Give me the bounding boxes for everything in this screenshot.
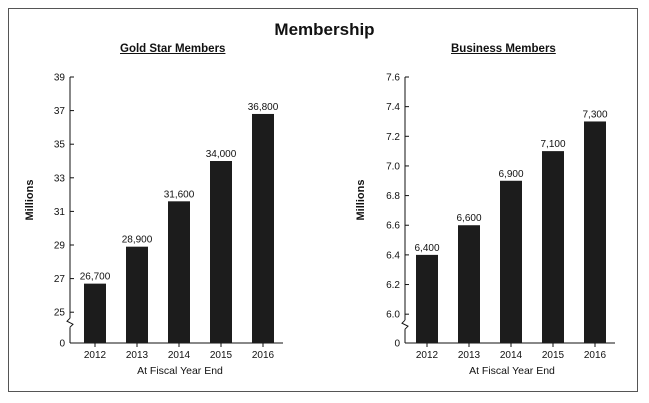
business-chart: 0 6.0 6.2 6.4 6.6 6.8 7.0 7.2 7.4 7.6 6,400 2012 6,6… — [355, 73, 615, 377]
gold-bar-2014 — [168, 201, 190, 343]
gold-bar-2016 — [252, 113, 274, 344]
gold-x-tick-label-2014: 2014 — [168, 350, 191, 361]
gold-x-axis-label: At Fiscal Year End — [137, 365, 223, 377]
business-y-tick-label: 7.4 — [386, 102, 400, 113]
gold-y-tick-label: 35 — [54, 140, 66, 151]
gold-chart: 0 25 27 29 31 33 35 37 39 26,700 2012 28,900 2013 31,… — [24, 73, 283, 377]
business-y-tick-label: 6.6 — [386, 221, 400, 232]
business-data-label-2016: 7,300 — [582, 109, 607, 120]
gold-data-label-2013: 28,900 — [122, 235, 153, 246]
gold-data-label-2012: 26,700 — [80, 272, 111, 283]
gold-y-tick-label: 33 — [54, 173, 66, 184]
business-x-axis-label: At Fiscal Year End — [469, 365, 555, 377]
business-bar-2013 — [458, 225, 480, 343]
business-chart-title: Business Members — [451, 43, 556, 55]
business-y-tick-label: 7.2 — [386, 132, 400, 143]
business-bar-2014 — [500, 180, 522, 343]
gold-bar-2015 — [210, 161, 232, 343]
business-data-label-2012: 6,400 — [414, 243, 439, 254]
gold-y-tick-label: 25 — [54, 308, 66, 319]
figure-title: Membership — [274, 20, 375, 39]
gold-y-tick-label: 31 — [54, 207, 66, 218]
business-bar-2015 — [542, 151, 564, 343]
business-y-tick-label: 7.6 — [386, 73, 400, 84]
business-x-tick-label-2014: 2014 — [500, 350, 523, 361]
business-y-tick-label: 6.0 — [386, 310, 400, 321]
gold-data-label-2015: 34,000 — [206, 149, 237, 160]
gold-star-chart-title: Gold Star Members — [120, 43, 226, 55]
gold-y-tick-label: 0 — [59, 339, 65, 350]
business-data-label-2014: 6,900 — [498, 169, 523, 180]
gold-x-tick-label-2012: 2012 — [84, 350, 107, 361]
gold-bar-2012 — [84, 283, 106, 343]
business-y-tick-label: 6.8 — [386, 191, 400, 202]
business-x-tick-label-2013: 2013 — [458, 350, 481, 361]
gold-data-label-2016: 36,800 — [248, 102, 279, 113]
business-x-tick-label-2016: 2016 — [584, 350, 607, 361]
gold-x-tick-label-2016: 2016 — [252, 350, 275, 361]
business-x-tick-label-2015: 2015 — [542, 350, 565, 361]
gold-y-axis-label: Millions — [24, 180, 36, 221]
gold-y-tick-label: 39 — [54, 73, 66, 84]
figure-frame — [8, 8, 638, 392]
gold-y-tick-label: 29 — [54, 241, 66, 252]
business-bar-2012 — [416, 254, 438, 343]
gold-y-tick-label: 27 — [54, 274, 66, 285]
gold-data-label-2014: 31,600 — [164, 189, 195, 200]
business-y-tick-label: 6.4 — [386, 250, 400, 261]
business-bar-2016 — [584, 121, 606, 344]
business-x-tick-label-2012: 2012 — [416, 350, 439, 361]
gold-bar-2013 — [126, 246, 148, 343]
business-axis-break — [401, 319, 409, 330]
business-y-tick-label: 6.2 — [386, 280, 400, 291]
gold-x-tick-label-2013: 2013 — [126, 350, 149, 361]
business-y-tick-label: 7.0 — [386, 161, 400, 172]
gold-x-tick-label-2015: 2015 — [210, 350, 233, 361]
gold-y-tick-label: 37 — [54, 106, 66, 117]
business-data-label-2013: 6,600 — [456, 213, 481, 224]
business-y-axis-label: Millions — [355, 180, 367, 221]
business-data-label-2015: 7,100 — [540, 139, 565, 150]
gold-axis-break — [66, 317, 74, 328]
business-y-tick-label: 0 — [394, 339, 400, 350]
